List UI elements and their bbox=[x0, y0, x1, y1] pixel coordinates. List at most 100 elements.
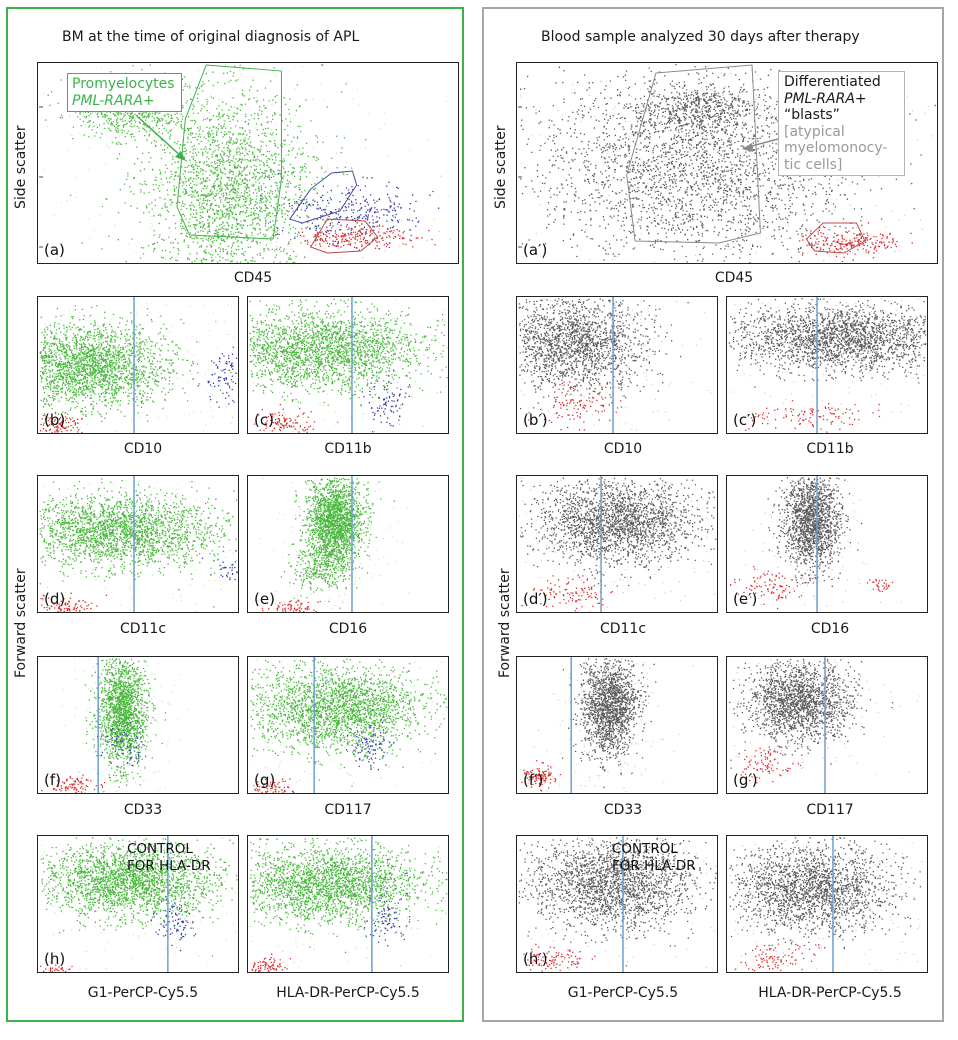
scatter-plot: (e′) bbox=[726, 475, 928, 613]
scatter-plot: (f′) bbox=[516, 656, 718, 794]
x-axis-label: CD10 bbox=[603, 441, 643, 457]
scatter-plot bbox=[247, 835, 449, 973]
lymphocyte-dots bbox=[735, 943, 820, 972]
dot-cloud bbox=[519, 63, 936, 263]
annotation-line: tic cells] bbox=[784, 156, 843, 173]
scatter-plot: (e) bbox=[247, 475, 449, 613]
scatter-svg bbox=[728, 836, 923, 972]
scatter-plot: (d′) bbox=[516, 475, 718, 613]
lymphocyte-gate bbox=[805, 222, 866, 254]
sparse-dots bbox=[745, 563, 867, 600]
x-axis-label: CD33 bbox=[123, 802, 163, 818]
x-axis-label: CD16 bbox=[810, 621, 850, 637]
control-line: CONTROL bbox=[612, 841, 678, 857]
panel-label: (f) bbox=[44, 771, 61, 789]
lymphocyte-dots bbox=[40, 961, 73, 972]
dot-cloud bbox=[521, 760, 562, 792]
x-axis-label: CD11c bbox=[599, 621, 647, 637]
dot-cloud bbox=[293, 477, 396, 609]
lymphocyte-dots bbox=[256, 599, 321, 612]
scatter-svg bbox=[518, 476, 717, 612]
dot-cloud bbox=[729, 658, 894, 765]
monocyte-dots bbox=[150, 896, 204, 952]
differentiated-blasts-annotation: Differentiated PML-RARA+ “blasts” [atypi… bbox=[778, 71, 905, 176]
dot-cloud bbox=[39, 304, 233, 425]
left-panel-title: BM at the time of original diagnosis of … bbox=[62, 29, 360, 45]
monocyte-dots bbox=[363, 876, 411, 947]
dot-halo bbox=[199, 320, 234, 419]
x-axis-label: CD117 bbox=[806, 802, 854, 818]
x-axis-label: HLA-DR-PerCP-Cy5.5 bbox=[758, 985, 902, 1001]
scatter-svg bbox=[40, 836, 238, 972]
dot-halo bbox=[730, 298, 925, 422]
promyelocyte-dots bbox=[39, 304, 233, 425]
scatter-plot: (c′) bbox=[726, 296, 928, 434]
dot-cloud bbox=[40, 961, 73, 972]
panel-label: (b′) bbox=[523, 411, 548, 429]
panel-label: (a′) bbox=[523, 241, 548, 259]
panel-label: (d′) bbox=[523, 590, 548, 608]
panel-label: (g) bbox=[254, 771, 276, 789]
scatter-svg bbox=[518, 836, 717, 972]
dot-halo bbox=[518, 477, 715, 609]
dot-cloud bbox=[561, 658, 657, 789]
scatter-plot bbox=[726, 835, 928, 973]
dot-cloud bbox=[607, 72, 792, 154]
scatter-plot: (d) bbox=[37, 475, 239, 613]
dot-halo bbox=[41, 480, 238, 612]
monocyte-gate bbox=[288, 170, 358, 224]
dot-cloud bbox=[518, 298, 689, 414]
dot-cloud bbox=[729, 566, 815, 610]
scatter-svg bbox=[39, 297, 238, 433]
control-line: FOR HLA-DR bbox=[127, 858, 211, 874]
control-label-right: CONTROL FOR HLA-DR bbox=[612, 841, 696, 875]
dot-halo bbox=[745, 563, 867, 600]
annotation-line: Differentiated bbox=[784, 74, 881, 90]
dot-cloud bbox=[523, 938, 596, 972]
x-axis-label: CD117 bbox=[324, 802, 372, 818]
x-axis-label: CD45 bbox=[714, 270, 754, 286]
scatter-svg bbox=[518, 297, 712, 433]
sparse-dots bbox=[195, 144, 451, 256]
scatter-svg bbox=[521, 657, 694, 793]
x-axis-label: G1-PerCP-Cy5.5 bbox=[87, 985, 199, 1001]
promyelocyte-dots bbox=[250, 837, 448, 954]
x-axis-label: CD16 bbox=[328, 621, 368, 637]
differentiated-blast-dots bbox=[561, 658, 657, 789]
annotation-line: “blasts” bbox=[784, 107, 840, 123]
sparse-dots bbox=[259, 477, 410, 611]
scatter-plot: (a) bbox=[37, 62, 459, 264]
panel-label: (h) bbox=[44, 950, 66, 968]
scatter-svg bbox=[518, 63, 936, 263]
scatter-svg bbox=[728, 297, 927, 433]
differentiated-blast-dots bbox=[519, 63, 936, 263]
panel-label: (c) bbox=[254, 411, 274, 429]
promyelocytes-annotation: Promyelocytes PML-RARA+ bbox=[67, 73, 182, 112]
lymphocyte-dots bbox=[745, 400, 881, 433]
panel-label: (e′) bbox=[733, 590, 758, 608]
right-panel-title: Blood sample analyzed 30 days after ther… bbox=[541, 29, 860, 45]
panel-label: (h′) bbox=[523, 950, 548, 968]
dot-halo bbox=[42, 586, 121, 611]
x-axis-label: CD11c bbox=[119, 621, 167, 637]
scatter-svg bbox=[250, 657, 448, 793]
dot-cloud bbox=[41, 774, 111, 793]
annotation-line: myelomonocy- bbox=[784, 140, 888, 156]
dot-cloud bbox=[250, 837, 448, 954]
scatter-plot: (b) bbox=[37, 296, 239, 434]
scatter-plot: (b′) bbox=[516, 296, 718, 434]
scatter-svg bbox=[39, 476, 238, 612]
dot-cloud bbox=[40, 592, 108, 612]
differentiated-blast-dots bbox=[728, 297, 927, 388]
dot-cloud bbox=[201, 550, 238, 581]
panel-label: (f′) bbox=[523, 771, 544, 789]
differentiated-blast-dots bbox=[767, 477, 863, 599]
differentiated-blast-dots bbox=[607, 72, 792, 154]
scatter-plot: (h) bbox=[37, 835, 239, 973]
forward-scatter-label-right: Forward scatter bbox=[497, 568, 513, 678]
panel-label: (b) bbox=[44, 411, 66, 429]
left-panel-frame bbox=[6, 7, 464, 1022]
monocyte-dots bbox=[361, 370, 411, 433]
sparse-dots bbox=[783, 395, 910, 418]
differentiated-blast-dots bbox=[729, 658, 894, 765]
